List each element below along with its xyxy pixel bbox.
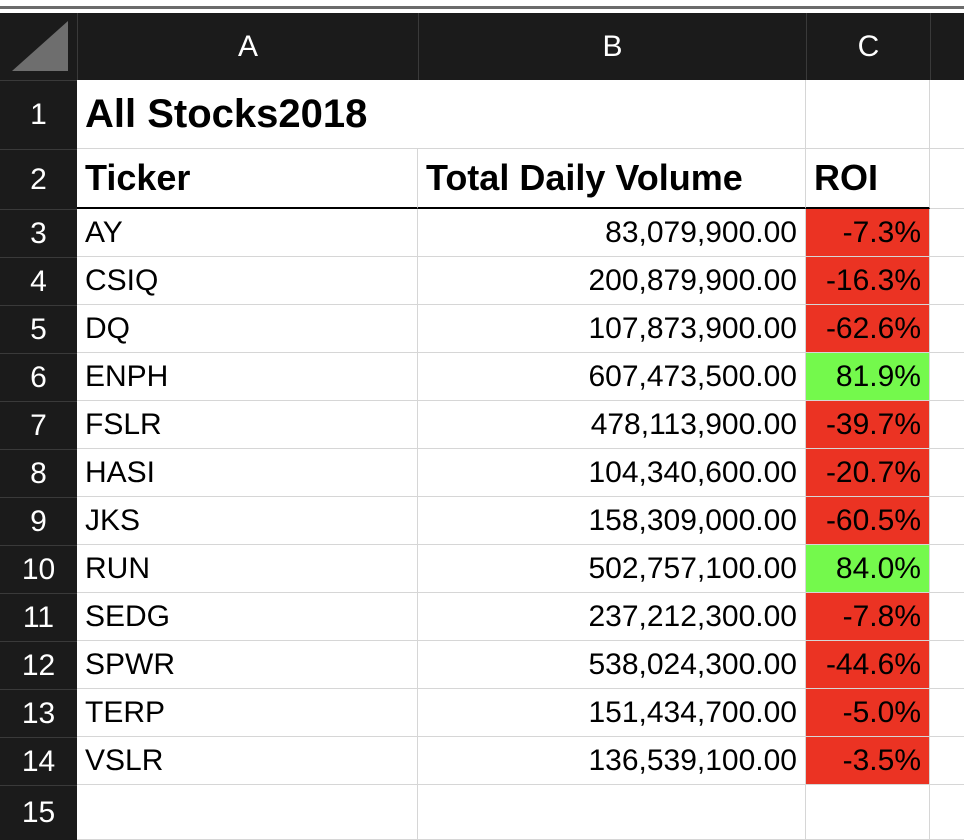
volume-cell[interactable]: 607,473,500.00 [418, 353, 806, 401]
roi-cell[interactable]: -39.7% [806, 401, 930, 449]
ticker-cell[interactable]: SPWR [77, 641, 418, 689]
ticker-cell[interactable]: CSIQ [77, 257, 418, 305]
volume-cell[interactable]: 151,434,700.00 [418, 689, 806, 737]
ticker-cell[interactable]: ENPH [77, 353, 418, 401]
volume-cell[interactable]: 136,539,100.00 [418, 737, 806, 785]
row-header-2[interactable]: 2 [0, 149, 77, 209]
roi-cell[interactable]: -7.8% [806, 593, 930, 641]
empty-cell[interactable] [930, 689, 964, 737]
empty-cell[interactable] [930, 737, 964, 785]
empty-cell[interactable] [930, 593, 964, 641]
header-roi[interactable]: ROI [806, 149, 930, 209]
ticker-cell[interactable]: JKS [77, 497, 418, 545]
ticker-cell[interactable]: FSLR [77, 401, 418, 449]
ticker-cell[interactable]: HASI [77, 449, 418, 497]
cell-b1[interactable] [418, 80, 806, 149]
empty-cell[interactable] [930, 497, 964, 545]
empty-cell[interactable] [930, 257, 964, 305]
roi-cell[interactable]: -7.3% [806, 209, 930, 257]
volume-cell[interactable]: 200,879,900.00 [418, 257, 806, 305]
ticker-cell[interactable]: TERP [77, 689, 418, 737]
sheet-title[interactable]: All Stocks2018 [77, 80, 418, 149]
ticker-cell[interactable]: RUN [77, 545, 418, 593]
empty-cell[interactable] [930, 305, 964, 353]
column-header-a[interactable]: A [77, 13, 418, 80]
empty-cell[interactable] [930, 353, 964, 401]
column-header-c[interactable]: C [806, 13, 930, 80]
row-header-11[interactable]: 11 [0, 593, 77, 641]
volume-cell[interactable]: 237,212,300.00 [418, 593, 806, 641]
row-header-9[interactable]: 9 [0, 497, 77, 545]
ticker-cell[interactable]: SEDG [77, 593, 418, 641]
window-top-edge [0, 0, 964, 13]
volume-cell[interactable]: 478,113,900.00 [418, 401, 806, 449]
empty-cell[interactable] [930, 545, 964, 593]
roi-cell[interactable]: 84.0% [806, 545, 930, 593]
cell-c1[interactable] [806, 80, 930, 149]
row-header-3[interactable]: 3 [0, 209, 77, 257]
volume-cell[interactable]: 107,873,900.00 [418, 305, 806, 353]
roi-cell[interactable]: -44.6% [806, 641, 930, 689]
volume-cell[interactable]: 83,079,900.00 [418, 209, 806, 257]
row-header-10[interactable]: 10 [0, 545, 77, 593]
roi-cell[interactable]: -62.6% [806, 305, 930, 353]
row-header-13[interactable]: 13 [0, 689, 77, 737]
row-header-5[interactable]: 5 [0, 305, 77, 353]
cell-d2[interactable] [930, 149, 964, 209]
column-header-d[interactable] [930, 13, 964, 80]
cell-d15[interactable] [930, 785, 964, 840]
empty-cell[interactable] [930, 449, 964, 497]
cell-a15[interactable] [77, 785, 418, 840]
ticker-cell[interactable]: VSLR [77, 737, 418, 785]
cell-d1[interactable] [930, 80, 964, 149]
volume-cell[interactable]: 502,757,100.00 [418, 545, 806, 593]
header-volume[interactable]: Total Daily Volume [418, 149, 806, 209]
row-header-7[interactable]: 7 [0, 401, 77, 449]
column-header-b[interactable]: B [418, 13, 806, 80]
cell-b15[interactable] [418, 785, 806, 840]
volume-cell[interactable]: 538,024,300.00 [418, 641, 806, 689]
roi-cell[interactable]: -20.7% [806, 449, 930, 497]
header-ticker[interactable]: Ticker [77, 149, 418, 209]
select-all-corner[interactable] [0, 13, 77, 80]
volume-cell[interactable]: 104,340,600.00 [418, 449, 806, 497]
roi-cell[interactable]: -60.5% [806, 497, 930, 545]
empty-cell[interactable] [930, 641, 964, 689]
cell-c15[interactable] [806, 785, 930, 840]
empty-cell[interactable] [930, 401, 964, 449]
roi-cell[interactable]: -16.3% [806, 257, 930, 305]
roi-cell[interactable]: -3.5% [806, 737, 930, 785]
ticker-cell[interactable]: DQ [77, 305, 418, 353]
row-header-8[interactable]: 8 [0, 449, 77, 497]
empty-cell[interactable] [930, 209, 964, 257]
ticker-cell[interactable]: AY [77, 209, 418, 257]
select-all-triangle-icon [12, 21, 68, 71]
roi-cell[interactable]: -5.0% [806, 689, 930, 737]
volume-cell[interactable]: 158,309,000.00 [418, 497, 806, 545]
top-divider [0, 6, 964, 9]
row-header-4[interactable]: 4 [0, 257, 77, 305]
row-header-1[interactable]: 1 [0, 80, 77, 149]
row-header-14[interactable]: 14 [0, 737, 77, 785]
roi-cell[interactable]: 81.9% [806, 353, 930, 401]
row-header-12[interactable]: 12 [0, 641, 77, 689]
row-header-15[interactable]: 15 [0, 785, 77, 840]
row-header-6[interactable]: 6 [0, 353, 77, 401]
